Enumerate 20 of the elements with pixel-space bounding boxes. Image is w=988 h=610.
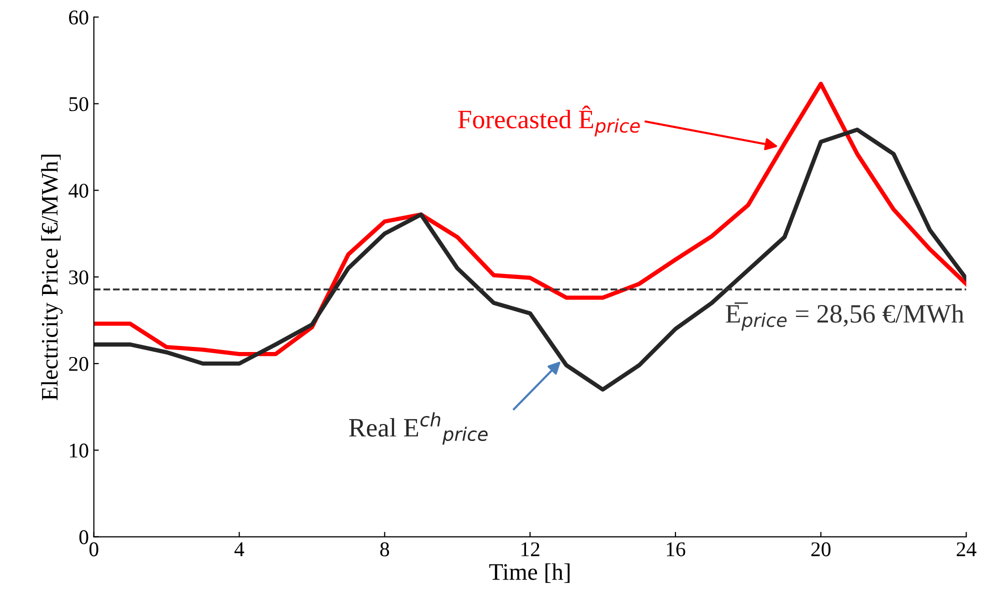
x-tick-label: 0 (89, 542, 98, 556)
line-series (94, 82, 966, 356)
y-tick-label: 60 (69, 10, 88, 25)
text: Real E$^{ch}$$_{price}$ (349, 412, 488, 445)
x-tick-label: 4 (234, 542, 244, 556)
x-tick-label: 24 (956, 542, 976, 556)
y-tick-label: 10 (70, 444, 88, 458)
y-tick-label: 30 (69, 270, 88, 284)
x-axis-title: Time [h] (489, 563, 570, 583)
x-tick-label: 16 (666, 542, 686, 556)
y-tick-label: 20 (69, 356, 88, 371)
x-tick-label: 12 (521, 542, 540, 556)
y-tick-label: 50 (69, 97, 88, 112)
legend-label: Forecasted Ê$_{price}$ (458, 106, 640, 136)
y-tick-label: 40 (68, 184, 88, 198)
x-tick-label: 8 (380, 542, 390, 556)
x-tick-label: 20 (811, 542, 830, 556)
y-axis-title: Electricity Price [€/MWh] (41, 154, 63, 400)
y-tick-label: 0 (79, 530, 88, 544)
ref-line-label: E̅$_{price}$ = 28,56 €/MWh (726, 302, 964, 331)
